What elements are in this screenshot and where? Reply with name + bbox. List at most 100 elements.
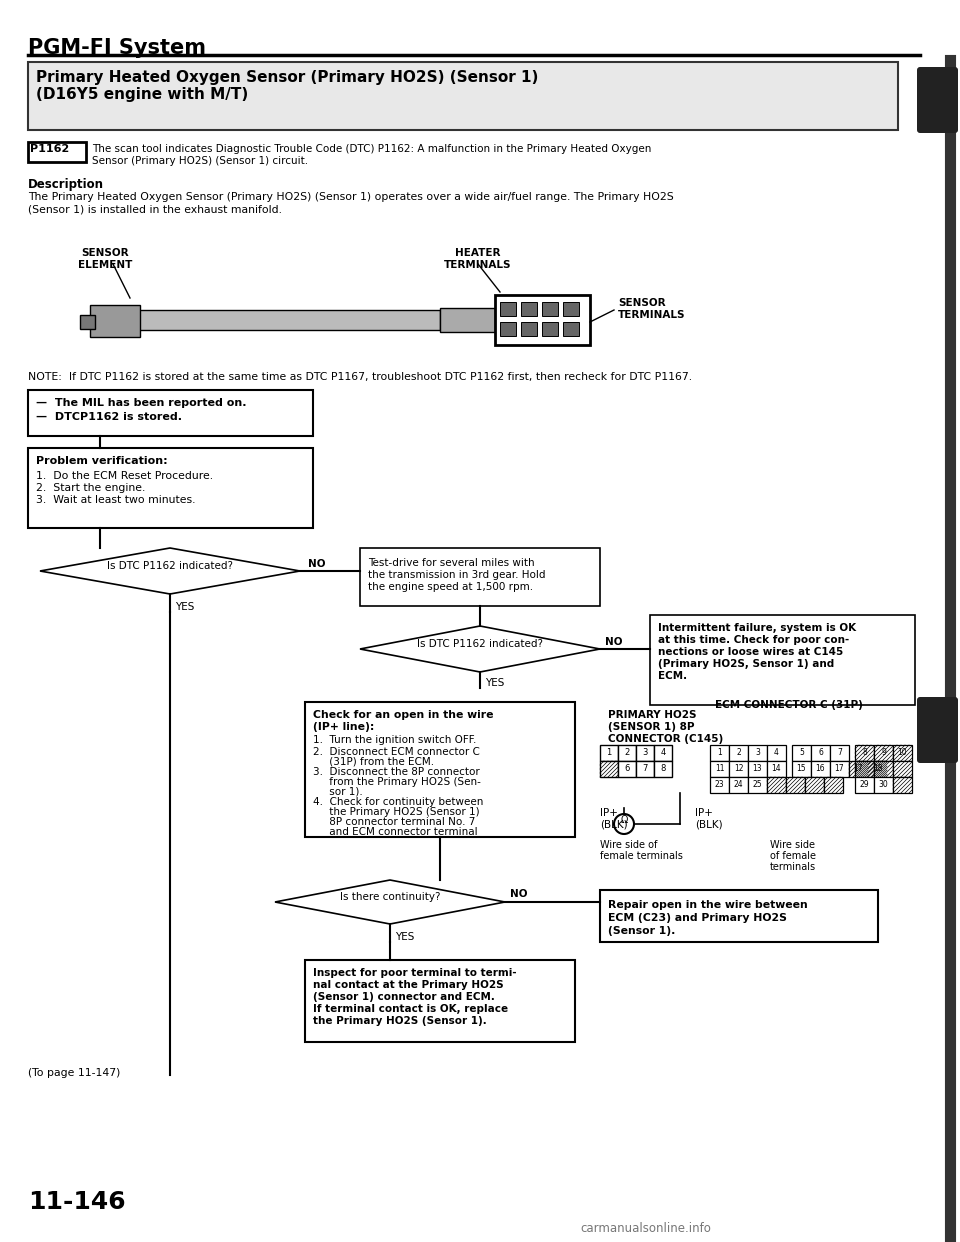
Text: Wire side: Wire side bbox=[770, 840, 815, 850]
Bar bbox=[748, 745, 767, 761]
Bar bbox=[855, 761, 874, 777]
Text: Test-drive for several miles with: Test-drive for several miles with bbox=[368, 558, 535, 568]
Text: 23: 23 bbox=[714, 780, 724, 789]
Text: 16: 16 bbox=[816, 764, 826, 773]
Bar bbox=[710, 761, 729, 777]
Text: Inspect for poor terminal to termi-: Inspect for poor terminal to termi- bbox=[313, 968, 516, 977]
Bar bbox=[636, 761, 654, 777]
Text: 2.  Disconnect ECM connector C: 2. Disconnect ECM connector C bbox=[313, 746, 480, 758]
Text: —  DTCP1162 is stored.: — DTCP1162 is stored. bbox=[36, 412, 182, 422]
Text: the transmission in 3rd gear. Hold: the transmission in 3rd gear. Hold bbox=[368, 570, 545, 580]
Bar bbox=[521, 302, 537, 315]
Text: 13: 13 bbox=[753, 764, 762, 773]
Bar bbox=[618, 761, 636, 777]
Text: 1.  Turn the ignition switch OFF.: 1. Turn the ignition switch OFF. bbox=[313, 735, 476, 745]
Text: 4: 4 bbox=[660, 748, 665, 758]
Bar bbox=[748, 761, 767, 777]
Bar bbox=[868, 761, 887, 777]
Bar bbox=[500, 322, 516, 337]
Bar bbox=[305, 960, 575, 1042]
Text: 18: 18 bbox=[873, 764, 882, 773]
Text: (Sensor 1) connector and ECM.: (Sensor 1) connector and ECM. bbox=[313, 992, 494, 1002]
Text: IP+
(BLK): IP+ (BLK) bbox=[695, 809, 723, 830]
Text: The scan tool indicates Diagnostic Trouble Code (DTC) P1162: A malfunction in th: The scan tool indicates Diagnostic Troub… bbox=[92, 144, 652, 154]
Text: SENSOR
TERMINALS: SENSOR TERMINALS bbox=[618, 298, 685, 319]
Bar bbox=[440, 308, 495, 332]
Text: ECM (C23) and Primary HO2S: ECM (C23) and Primary HO2S bbox=[608, 913, 787, 923]
Bar bbox=[830, 745, 849, 761]
Text: 1: 1 bbox=[717, 748, 722, 758]
Text: the engine speed at 1,500 rpm.: the engine speed at 1,500 rpm. bbox=[368, 582, 533, 592]
Text: 6: 6 bbox=[624, 764, 630, 773]
Text: Repair open in the wire between: Repair open in the wire between bbox=[608, 900, 807, 910]
Text: 24: 24 bbox=[733, 780, 743, 789]
Text: the Primary HO2S (Sensor 1).: the Primary HO2S (Sensor 1). bbox=[313, 1016, 487, 1026]
Text: PRIMARY HO2S: PRIMARY HO2S bbox=[608, 710, 697, 720]
Bar bbox=[600, 745, 618, 761]
Text: 3: 3 bbox=[642, 748, 648, 758]
Text: 8: 8 bbox=[862, 748, 867, 758]
Text: If terminal contact is OK, replace: If terminal contact is OK, replace bbox=[313, 1004, 508, 1013]
Text: NO: NO bbox=[308, 559, 325, 569]
Text: Description: Description bbox=[28, 178, 104, 191]
Bar bbox=[654, 761, 672, 777]
Bar bbox=[849, 761, 868, 777]
Bar bbox=[360, 548, 600, 606]
Bar bbox=[80, 315, 95, 329]
Text: 6: 6 bbox=[818, 748, 823, 758]
Text: (IP+ line):: (IP+ line): bbox=[313, 722, 374, 732]
Polygon shape bbox=[40, 548, 300, 594]
Text: NO: NO bbox=[510, 889, 527, 899]
Text: 15: 15 bbox=[797, 764, 806, 773]
Text: sor 1).: sor 1). bbox=[313, 787, 363, 797]
Text: P1162: P1162 bbox=[30, 144, 69, 154]
Text: (31P) from the ECM.: (31P) from the ECM. bbox=[313, 758, 434, 768]
Bar bbox=[748, 777, 767, 792]
Bar bbox=[874, 761, 893, 777]
Text: 3.  Wait at least two minutes.: 3. Wait at least two minutes. bbox=[36, 496, 196, 505]
Text: ECM CONNECTOR C (31P): ECM CONNECTOR C (31P) bbox=[715, 700, 863, 710]
Bar bbox=[767, 777, 786, 792]
Text: Check for an open in the wire: Check for an open in the wire bbox=[313, 710, 493, 720]
Text: nections or loose wires at C145: nections or loose wires at C145 bbox=[658, 647, 843, 657]
Text: IP+
(BLK): IP+ (BLK) bbox=[600, 809, 628, 830]
Text: 8: 8 bbox=[660, 764, 665, 773]
Text: 17: 17 bbox=[834, 764, 844, 773]
Bar bbox=[90, 306, 140, 337]
Text: 3: 3 bbox=[756, 748, 760, 758]
Bar bbox=[542, 302, 558, 315]
Text: 1: 1 bbox=[607, 748, 612, 758]
Text: female terminals: female terminals bbox=[600, 851, 683, 861]
Text: Sensor (Primary HO2S) (Sensor 1) circuit.: Sensor (Primary HO2S) (Sensor 1) circuit… bbox=[92, 156, 308, 166]
Bar bbox=[521, 322, 537, 337]
Text: 17: 17 bbox=[853, 764, 863, 773]
Bar bbox=[600, 761, 618, 777]
Bar bbox=[893, 761, 912, 777]
Text: Is DTC P1162 indicated?: Is DTC P1162 indicated? bbox=[107, 561, 233, 571]
Bar bbox=[710, 777, 729, 792]
Bar bbox=[729, 761, 748, 777]
Text: NO: NO bbox=[605, 637, 622, 647]
Bar bbox=[500, 302, 516, 315]
Bar bbox=[811, 745, 830, 761]
Bar bbox=[542, 322, 558, 337]
Bar bbox=[767, 745, 786, 761]
Text: 9: 9 bbox=[881, 748, 886, 758]
Text: 5: 5 bbox=[799, 748, 804, 758]
Bar bbox=[824, 777, 843, 792]
Text: Is there continuity?: Is there continuity? bbox=[340, 892, 441, 902]
Text: 11: 11 bbox=[715, 764, 724, 773]
Bar bbox=[305, 702, 575, 837]
Bar bbox=[792, 745, 811, 761]
Text: 1.  Do the ECM Reset Procedure.: 1. Do the ECM Reset Procedure. bbox=[36, 471, 213, 481]
Bar bbox=[650, 615, 915, 705]
Text: (Primary HO2S, Sensor 1) and: (Primary HO2S, Sensor 1) and bbox=[658, 660, 834, 669]
Text: 2.  Start the engine.: 2. Start the engine. bbox=[36, 483, 145, 493]
Bar bbox=[28, 390, 313, 436]
Bar bbox=[654, 745, 672, 761]
Bar bbox=[893, 777, 912, 792]
Text: YES: YES bbox=[175, 602, 194, 612]
Text: ECM.: ECM. bbox=[658, 671, 687, 681]
Text: Ω: Ω bbox=[620, 815, 628, 825]
Text: (D16Y5 engine with M/T): (D16Y5 engine with M/T) bbox=[36, 87, 249, 102]
